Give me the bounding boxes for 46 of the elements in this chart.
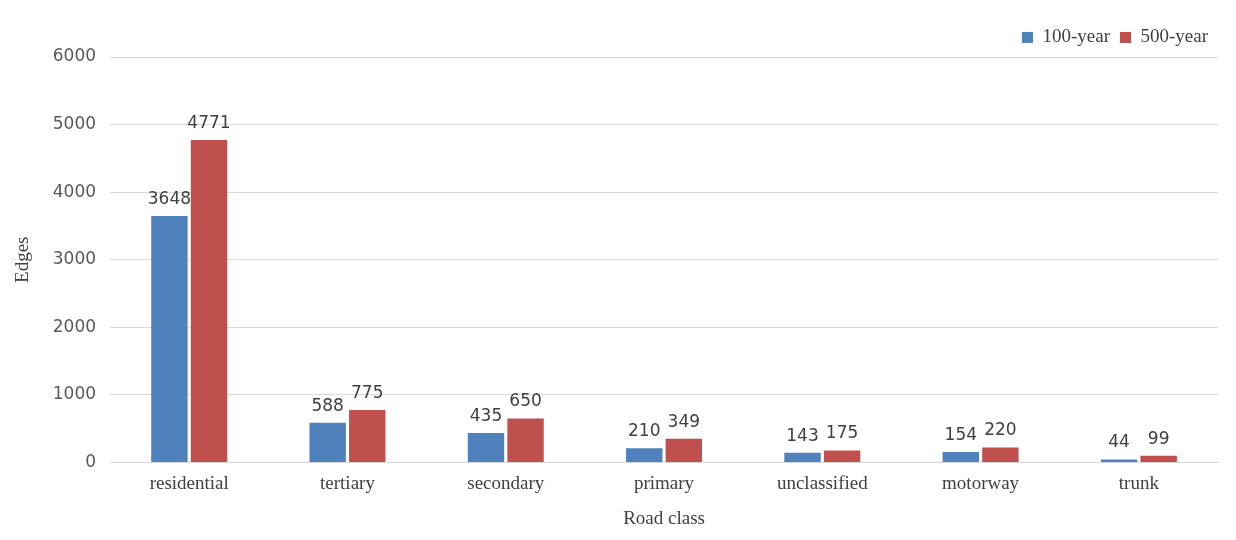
y-tick-label: 0 [85, 450, 97, 471]
bar [784, 452, 821, 462]
bar [507, 418, 544, 462]
data-label: 775 [351, 381, 384, 402]
y-tick-label: 6000 [52, 45, 97, 66]
y-tick-label: 2000 [52, 315, 97, 336]
data-label: 44 [1108, 431, 1130, 452]
bar [349, 410, 386, 462]
data-label: 220 [984, 419, 1017, 440]
data-label: 210 [628, 420, 661, 441]
bar [665, 438, 703, 462]
y-tick-label: 4000 [52, 180, 97, 201]
bar [151, 215, 188, 462]
bar [309, 422, 346, 462]
data-label: 349 [667, 410, 701, 431]
bar [942, 452, 979, 462]
y-tick-label: 1000 [52, 383, 97, 404]
data-label: 4771 [187, 111, 231, 132]
x-tick-label: unclassified [776, 471, 869, 493]
y-axis-title: Edges [11, 236, 33, 283]
data-label: 143 [786, 424, 819, 445]
data-label: 99 [1147, 427, 1170, 448]
x-tick-label: residential [149, 471, 229, 493]
legend-label: 100-year [1042, 25, 1111, 47]
x-tick-label: trunk [1118, 471, 1160, 493]
data-label: 588 [311, 394, 344, 415]
legend-label: 500-year [1140, 25, 1209, 47]
bar [982, 447, 1019, 462]
bar [1140, 455, 1177, 462]
bar [190, 140, 228, 462]
bar [467, 433, 505, 462]
data-label: 650 [509, 390, 542, 411]
x-axis-title: Road class [623, 506, 705, 528]
data-label: 154 [944, 423, 978, 444]
data-label: 435 [469, 404, 503, 425]
bar [626, 448, 663, 462]
x-tick-label: motorway [942, 471, 1020, 493]
bar [1100, 459, 1138, 462]
x-tick-label: secondary [467, 471, 545, 493]
x-tick-label: tertiary [320, 471, 376, 493]
bar [823, 450, 861, 462]
y-tick-label: 5000 [52, 112, 97, 133]
x-tick-label: primary [633, 471, 695, 493]
data-label: 175 [825, 422, 859, 443]
data-label: 3648 [147, 187, 192, 208]
y-tick-label: 3000 [52, 248, 97, 269]
